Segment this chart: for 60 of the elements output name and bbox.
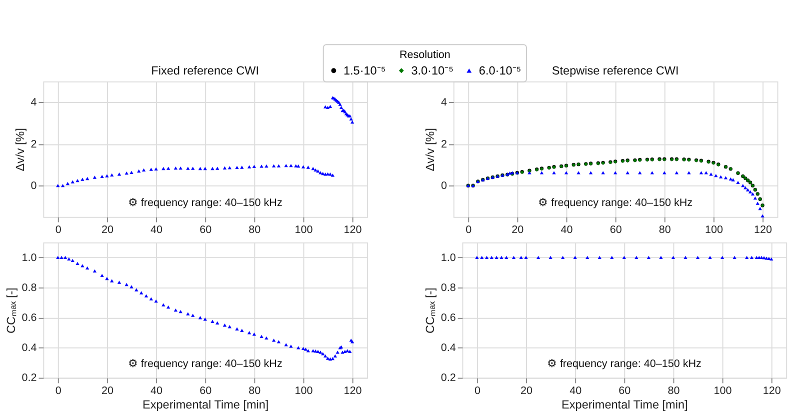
y-tick-label: 0.4 bbox=[22, 342, 37, 354]
y-tick-label: 0.6 bbox=[22, 312, 37, 324]
x-tick-label: 120 bbox=[762, 384, 781, 397]
x-tick-label: 120 bbox=[754, 224, 772, 236]
x-axis-title: Experimental Time [min] bbox=[142, 398, 269, 412]
legend-label: 3.0·10⁻⁵ bbox=[411, 64, 454, 78]
y-tick-label: 0.4 bbox=[440, 342, 456, 354]
x-tick-label: 60 bbox=[610, 224, 622, 236]
y-tick-label: 1.0 bbox=[22, 252, 37, 264]
y-tick-label: 0 bbox=[441, 180, 448, 192]
y-tick-label: 2 bbox=[441, 138, 448, 150]
x-tick-label: 80 bbox=[658, 224, 671, 236]
annotation: ⚙ frequency range: 40–150 kHz bbox=[128, 358, 282, 370]
x-tick-label: 60 bbox=[618, 384, 631, 397]
x-tick-label: 20 bbox=[101, 384, 114, 397]
x-tick-label: 80 bbox=[248, 224, 261, 236]
y-tick-label: 4 bbox=[441, 96, 448, 109]
y-tick-label: 0 bbox=[30, 180, 37, 192]
x-tick-label: 100 bbox=[294, 384, 313, 397]
x-tick-label: 60 bbox=[200, 224, 212, 236]
annotation: ⚙ frequency range: 40–150 kHz bbox=[538, 197, 693, 210]
x-tick-label: 40 bbox=[560, 224, 573, 236]
x-tick-label: 80 bbox=[668, 384, 680, 397]
x-axis-title: Experimental Time [min] bbox=[562, 398, 688, 412]
x-tick-label: 20 bbox=[512, 224, 524, 236]
legend-label: 6.0·10⁻⁵ bbox=[478, 64, 522, 78]
chart-title: Fixed reference CWI bbox=[151, 64, 260, 78]
x-tick-label: 80 bbox=[248, 384, 261, 397]
x-tick-label: 40 bbox=[150, 224, 163, 236]
x-tick-label: 120 bbox=[344, 224, 362, 236]
x-tick-label: 100 bbox=[704, 224, 723, 236]
x-tick-label: 60 bbox=[200, 384, 212, 397]
x-tick-label: 20 bbox=[101, 224, 114, 236]
y-tick-label: 0.2 bbox=[440, 372, 456, 384]
y-tick-label: 4 bbox=[30, 96, 37, 109]
x-tick-label: 40 bbox=[570, 384, 582, 397]
y-tick-label: 0.2 bbox=[22, 372, 37, 384]
x-tick-label: 0 bbox=[55, 384, 62, 397]
chart-title: Stepwise reference CWI bbox=[552, 64, 679, 78]
x-tick-label: 120 bbox=[344, 384, 362, 397]
y-tick-label: 2 bbox=[30, 138, 37, 150]
y-tick-label: 0.8 bbox=[22, 282, 37, 294]
x-tick-label: 0 bbox=[55, 224, 62, 236]
y-axis-title: CCₘₐₓ [-] bbox=[4, 288, 18, 334]
x-tick-label: 40 bbox=[150, 384, 163, 397]
annotation: ⚙ frequency range: 40–150 kHz bbox=[546, 358, 702, 370]
y-axis-title: Δv/v [%] bbox=[14, 128, 27, 172]
x-tick-label: 20 bbox=[520, 384, 533, 397]
legend-title: Resolution bbox=[399, 48, 450, 61]
x-tick-label: 0 bbox=[474, 384, 480, 397]
y-tick-label: 0.8 bbox=[440, 282, 456, 294]
y-tick-label: 0.6 bbox=[440, 312, 456, 324]
y-axis-title: CCₘₐₓ [-] bbox=[424, 288, 437, 334]
x-tick-label: 0 bbox=[466, 224, 472, 236]
annotation: ⚙ frequency range: 40–150 kHz bbox=[128, 197, 282, 210]
x-tick-label: 100 bbox=[294, 224, 313, 236]
legend-label: 1.5·10⁻⁵ bbox=[343, 64, 386, 78]
y-axis-title: Δv/v [%] bbox=[424, 128, 438, 172]
x-tick-label: 100 bbox=[714, 384, 732, 397]
y-tick-label: 1.0 bbox=[440, 252, 456, 264]
